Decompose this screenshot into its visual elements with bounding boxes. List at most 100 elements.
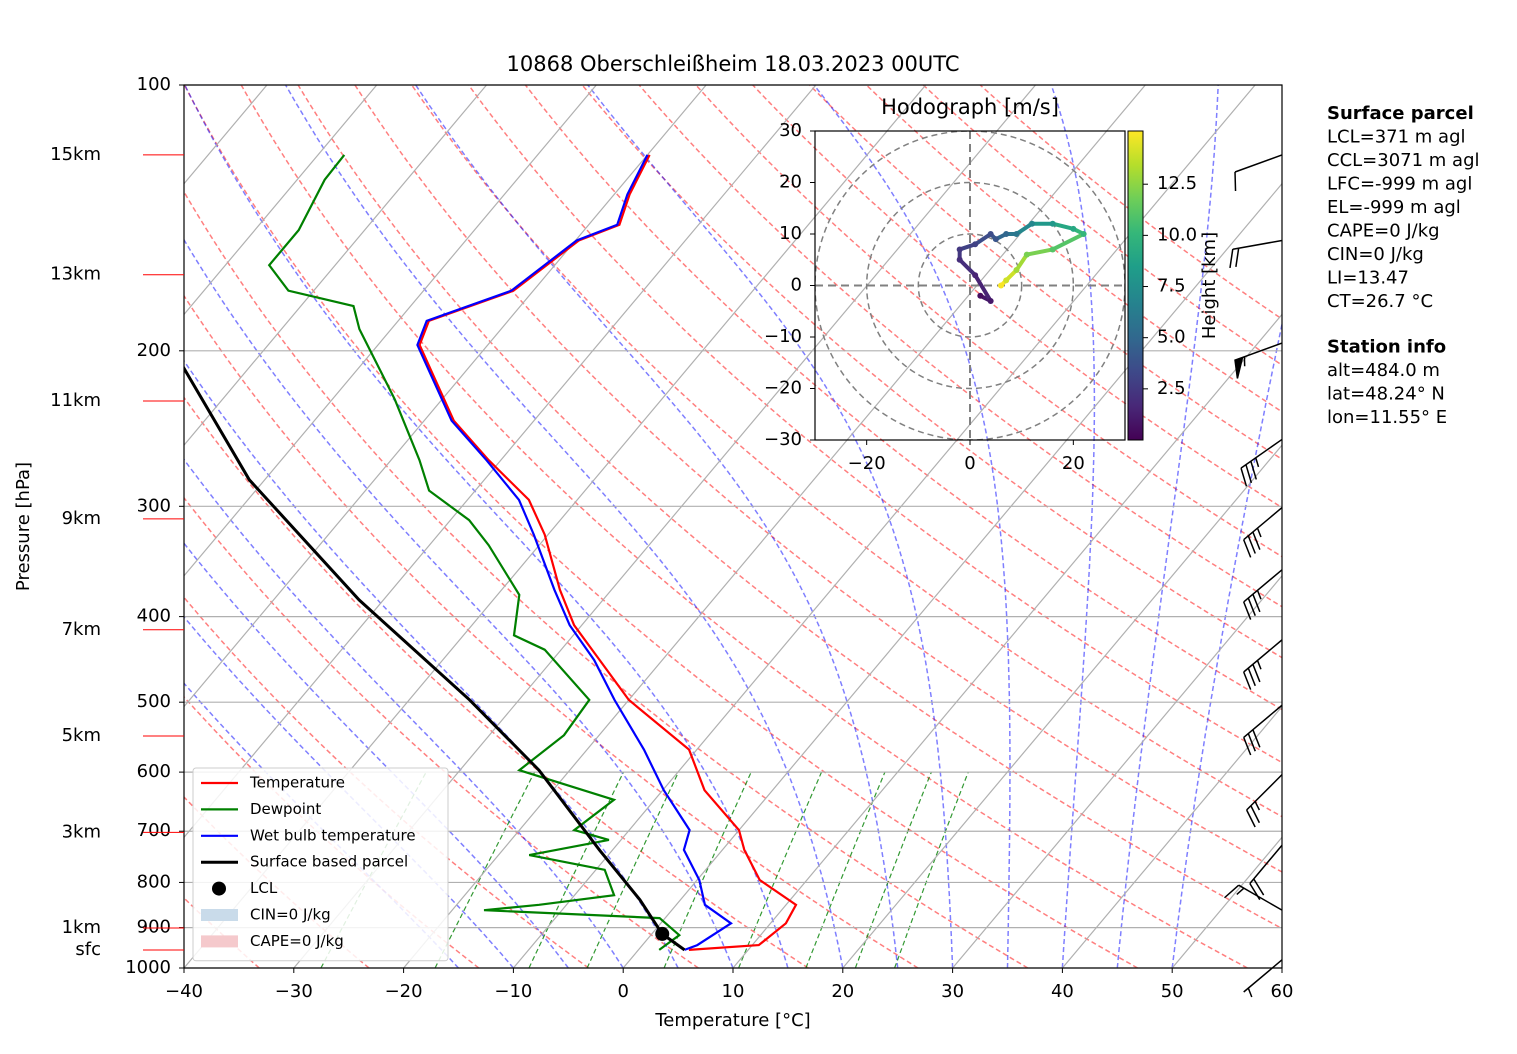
colorbar-tick-label: 2.5	[1157, 378, 1186, 399]
wind-barb	[1249, 844, 1283, 901]
moist-adiabat	[184, 615, 514, 968]
dry-adiabat	[467, 85, 1282, 764]
hodograph-segment	[1014, 221, 1034, 236]
wind-barb	[1243, 639, 1283, 690]
dry-adiabat	[184, 396, 809, 968]
info-line: CAPE=0 J/kg	[1327, 221, 1440, 242]
wind-barb	[1243, 569, 1283, 620]
height-label: 9km	[62, 508, 101, 529]
hodograph-point	[1003, 277, 1010, 284]
height-label: 3km	[62, 821, 101, 842]
info-line: CT=26.7 °C	[1327, 291, 1433, 312]
wind-barb	[1243, 704, 1283, 756]
isotherm	[622, 182, 1282, 968]
profile-line	[184, 365, 686, 952]
hodograph-grid	[815, 131, 1125, 440]
hodograph-point	[972, 241, 979, 248]
legend-box	[192, 767, 449, 962]
hodograph-point	[1049, 246, 1056, 253]
x-tick-label: 10	[722, 981, 745, 1002]
dry-adiabat	[184, 85, 1138, 968]
info-line: lat=48.24° N	[1327, 384, 1445, 405]
wind-barb	[1229, 239, 1283, 269]
y-axis-label: Pressure [hPa]	[13, 462, 34, 591]
hodograph-point	[956, 256, 963, 263]
height-label: 1km	[62, 917, 101, 938]
y-tick-label: −20	[764, 378, 802, 399]
moist-adiabat	[813, 85, 1011, 968]
y-tick-label: 0	[791, 275, 802, 296]
height-label: 7km	[62, 619, 101, 640]
hodograph-point	[992, 236, 999, 243]
mixing-ratio-line	[738, 771, 823, 968]
x-tick-label: 50	[1161, 981, 1184, 1002]
info-heading: Station info	[1327, 337, 1446, 358]
x-tick-label: −40	[165, 981, 203, 1002]
hodograph-title: Hodograph [m/s]	[881, 95, 1059, 119]
dry-adiabat	[184, 896, 260, 968]
dry-adiabat	[524, 85, 1282, 711]
profile-line	[418, 154, 798, 951]
info-line: lon=11.55° E	[1327, 407, 1447, 428]
hodograph-segment	[973, 273, 993, 303]
legend-swatch	[201, 935, 238, 948]
hodograph-point	[987, 297, 994, 304]
info-line: LFC=-999 m agl	[1327, 174, 1472, 195]
colorbar-tick-label: 5.0	[1157, 327, 1186, 348]
dry-adiabat	[240, 85, 1248, 968]
hodograph-segment	[1014, 252, 1029, 273]
mixing-ratio-line	[528, 771, 625, 968]
height-label: sfc	[75, 939, 101, 960]
hodograph-point	[1080, 231, 1087, 237]
legend-label: Surface based parcel	[250, 853, 408, 871]
mixing-ratio-line	[434, 771, 536, 968]
hodograph-point	[972, 272, 979, 279]
x-tick-label: 20	[831, 981, 854, 1002]
dry-adiabat	[184, 190, 1029, 968]
isotherm	[184, 85, 378, 316]
hodograph-frame	[814, 130, 1126, 441]
hodograph-point	[977, 292, 984, 299]
y-tick-label: 20	[779, 172, 802, 193]
hodograph-point	[1023, 251, 1030, 258]
y-tick-label: 900	[137, 917, 171, 938]
height-label: 11km	[50, 390, 101, 411]
hodograph-segment	[1050, 221, 1076, 231]
hodograph-point	[1029, 220, 1035, 227]
hodograph-point	[1070, 225, 1077, 232]
isotherm	[842, 444, 1282, 968]
background-lines	[184, 85, 1282, 968]
legend-label: Wet bulb temperature	[250, 826, 416, 844]
wind-barb	[1243, 959, 1283, 998]
hodograph-segment	[1050, 232, 1086, 252]
colorbar	[1127, 130, 1144, 441]
lcl-marker	[655, 926, 670, 941]
hodograph-point	[998, 282, 1004, 289]
info-heading: Surface parcel	[1327, 103, 1474, 124]
info-line: LI=13.47	[1327, 268, 1409, 289]
x-tick-label: 0	[617, 981, 628, 1002]
dry-adiabat	[297, 85, 1282, 930]
profile-line	[416, 154, 733, 951]
mixing-ratio-line	[586, 771, 680, 968]
legend-label: Dewpoint	[250, 800, 321, 818]
moist-adiabat	[184, 458, 624, 968]
moist-adiabat	[284, 85, 844, 968]
mixing-ratio-line	[663, 771, 752, 968]
chart-title: 10868 Oberschleißheim 18.03.2023 00UTC	[507, 52, 960, 76]
hodograph-point	[1013, 231, 1020, 237]
y-tick-label: 400	[137, 606, 171, 627]
moist-adiabat	[1050, 85, 1096, 968]
isotherm	[1061, 705, 1282, 968]
info-line: alt=484.0 m	[1327, 360, 1440, 381]
y-tick-label: 30	[779, 120, 802, 141]
info-line: CCL=3071 m agl	[1327, 150, 1480, 171]
wind-barb	[1234, 154, 1283, 192]
colorbar-label: Height [km]	[1199, 232, 1220, 339]
legend-swatch	[212, 881, 226, 896]
colorbar-tick-label: 7.5	[1157, 276, 1186, 297]
x-tick-label: 40	[1051, 981, 1074, 1002]
